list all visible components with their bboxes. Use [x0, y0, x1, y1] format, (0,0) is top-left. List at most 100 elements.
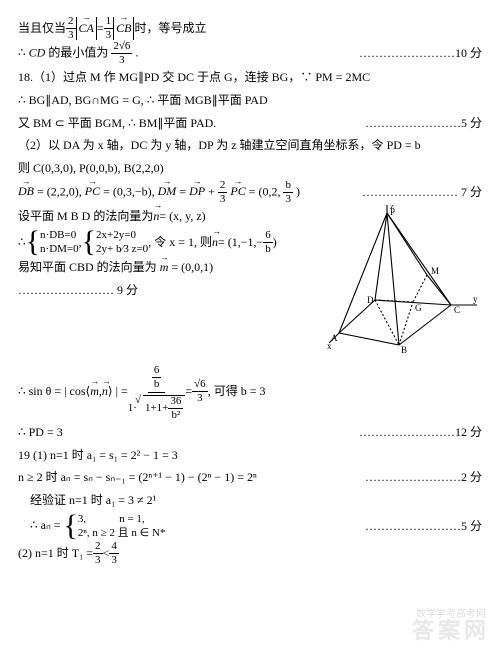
watermark-large: 答案网 — [412, 610, 490, 652]
therefore: ∴ — [18, 231, 26, 254]
txt: 又 BM ⊂ 平面 BGM, ∴ BM∥平面 PAD. — [18, 112, 216, 135]
vec-pc: PC — [85, 180, 100, 203]
case-row: n·DM=0 — [40, 242, 79, 256]
frac-6-b: 6b — [263, 230, 273, 255]
vec-n: n — [153, 205, 159, 228]
line-verify: 经验证 n=1 时 a₁ = 3 ≠ 2¹ — [30, 489, 482, 512]
line-18-1: 18.（1）过点 M 作 MG∥PD 交 DC 于点 G，连接 BG，∵ PM … — [18, 66, 482, 89]
line-condition: 当且仅当 23 CA = 13 CB 时，等号成立 — [18, 16, 482, 41]
line-bg-ad: ∴ BG∥AD, BG∩MG = G, ∴ 平面 MGB∥平面 PAD — [18, 89, 482, 112]
line-system: ∴ { n·DB=0 n·DM=0 , { 2x+2y=0 2y+ b⁄3 z=… — [18, 228, 321, 257]
svg-text:z: z — [390, 205, 394, 211]
txt: ∴ PD = 3 — [18, 421, 63, 444]
line-bm: 又 BM ⊂ 平面 BGM, ∴ BM∥平面 PAD. ……………………5 分 — [18, 112, 482, 135]
abs-cb: CB — [113, 17, 134, 40]
txt: ) — [296, 184, 300, 198]
diagram-container: PDABCMGzyx — [327, 205, 482, 363]
case-row: 2x+2y=0 — [96, 228, 148, 242]
svg-text:C: C — [454, 305, 460, 315]
frac-2-3c: 23 — [93, 541, 103, 566]
frac-2-3: 23 — [66, 16, 76, 41]
score-5: ……………………5 分 — [365, 112, 482, 135]
vec-db: DB — [18, 180, 34, 203]
svg-text:y: y — [473, 294, 478, 304]
case-row: 3, — [78, 513, 86, 525]
frac-4-3: 43 — [109, 541, 119, 566]
txt: = (0,3,−b), — [103, 184, 158, 198]
txt: ∴ — [18, 45, 29, 59]
vec-n2: n — [212, 231, 218, 254]
big-frac: 6b 1·1+1+36b² — [128, 363, 186, 421]
score-5b: ……………………5 分 — [365, 515, 482, 538]
txt: = (x, y, z) — [159, 205, 205, 228]
line-normal-vec: 设平面 M B D 的法向量为 n = (x, y, z) — [18, 205, 321, 228]
txt: 的最小值为 — [48, 45, 111, 59]
score-7: …………………… 7 分 — [362, 181, 482, 204]
txt: = — [179, 184, 189, 198]
cd: CD — [29, 45, 46, 59]
line-an-cases: ∴ aₙ = { 3, n = 1, 2ⁿ, n ≥ 2 且 n ∈ N* ……… — [30, 512, 482, 541]
txt: + — [208, 184, 218, 198]
score-2: ……………………2 分 — [365, 466, 482, 489]
vec-dp: DP — [189, 180, 205, 203]
watermark-small: 数学学考高考网 — [416, 605, 486, 624]
frac-2sqrt6-3: 2√63 — [111, 41, 132, 66]
txt: 19 (1) n=1 时 a₁ = s₁ = 2² − 1 = 3 — [18, 444, 178, 467]
txt: , 令 x = 1, 则 — [148, 231, 212, 254]
frac-sqrt6-3: √63 — [192, 379, 208, 404]
line-19-1: 19 (1) n=1 时 a₁ = s₁ = 2² − 1 = 3 — [18, 444, 482, 467]
line-sintheta: ∴ sin θ = | cos⟨ m , n ⟩ | = 6b 1·1+1+36… — [18, 363, 482, 421]
vec-pc2: PC — [230, 180, 245, 203]
txt: = — [185, 380, 192, 403]
txt: ∴ aₙ = — [30, 518, 64, 532]
txt: (2) n=1 时 T₁ = — [18, 542, 93, 565]
line-cd-min: ∴ CD 的最小值为 2√63 . ……………………10 分 — [18, 41, 482, 66]
vec-m: m — [160, 256, 169, 279]
line-vectors: DB = (2,2,0), PC = (0,3,−b), DM = DP + 2… — [18, 180, 482, 205]
line-19-2: (2) n=1 时 T₁ = 23 < 43 — [18, 541, 482, 566]
svg-text:D: D — [367, 295, 374, 305]
svg-text:B: B — [401, 345, 407, 355]
case-row: n·DB=0 — [40, 228, 79, 242]
txt: , 可得 b = 3 — [208, 380, 266, 403]
svg-text:G: G — [415, 303, 422, 313]
txt: = (1,−1,− — [218, 231, 263, 254]
case-2: { 2x+2y=0 2y+ b⁄3 z=0 — [82, 228, 149, 257]
txt: = (2,2,0), — [37, 184, 85, 198]
txt: . — [135, 45, 138, 59]
line-m-vec: 易知平面 CBD 的法向量为 m = (0,0,1) …………………… 9 分 — [18, 256, 321, 302]
line-pd3: ∴ PD = 3 ……………………12 分 — [18, 421, 482, 444]
score-10: ……………………10 分 — [359, 42, 482, 65]
line-an: n ≥ 2 时 aₙ = sₙ − sₙ₋₁ = (2ⁿ⁺¹ − 1) − (2… — [18, 466, 482, 489]
case-1: { n·DB=0 n·DM=0 — [26, 228, 79, 257]
svg-text:M: M — [431, 266, 439, 276]
vec-n3: n — [102, 380, 108, 403]
txt: < — [103, 542, 110, 565]
txt: 时，等号成立 — [134, 17, 206, 40]
frac-1-3: 13 — [104, 16, 114, 41]
txt: 易知平面 CBD 的法向量为 — [18, 260, 160, 274]
txt: = (0,0,1) — [171, 260, 213, 274]
tetrahedron-diagram: PDABCMGzyx — [327, 205, 482, 355]
txt: 18.（1）过点 M 作 MG∥PD 交 DC 于点 G，连接 BG，∵ PM … — [18, 66, 370, 89]
case-cond: n = 1, — [119, 513, 144, 525]
line-axes: （2）以 DA 为 x 轴，DC 为 y 轴，DP 为 z 轴建立空间直角坐标系… — [18, 134, 482, 157]
svg-text:A: A — [331, 333, 338, 343]
case-3: { 3, n = 1, 2ⁿ, n ≥ 2 且 n ∈ N* — [64, 512, 166, 541]
score-12: ……………………12 分 — [359, 421, 482, 444]
txt: 经验证 n=1 时 a₁ = 3 ≠ 2¹ — [30, 489, 156, 512]
txt: n ≥ 2 时 aₙ = sₙ − sₙ₋₁ = (2ⁿ⁺¹ − 1) − (2… — [18, 466, 257, 489]
svg-text:x: x — [327, 341, 332, 351]
vec-m2: m — [90, 380, 99, 403]
txt: ∴ sin θ = | cos⟨ — [18, 380, 90, 403]
frac-2-3b: 23 — [218, 180, 228, 205]
case-row: 2ⁿ, n ≥ 2 且 n ∈ N* — [78, 526, 166, 540]
txt: ) — [273, 231, 277, 254]
eq: = — [97, 17, 104, 40]
txt: 当且仅当 — [18, 17, 66, 40]
txt: ∴ BG∥AD, BG∩MG = G, ∴ 平面 MGB∥平面 PAD — [18, 89, 268, 112]
txt: = (0,2, — [249, 184, 284, 198]
abs-ca: CA — [76, 17, 97, 40]
case-row: 2y+ b⁄3 z=0 — [96, 242, 148, 256]
txt: （2）以 DA 为 x 轴，DC 为 y 轴，DP 为 z 轴建立空间直角坐标系… — [18, 134, 421, 157]
